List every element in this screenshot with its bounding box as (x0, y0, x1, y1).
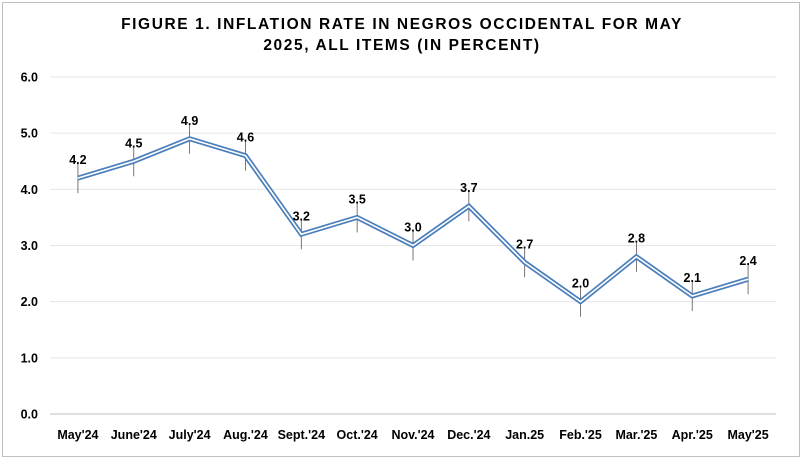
data-label: 2.0 (572, 277, 589, 291)
chart-title: FIGURE 1. INFLATION RATE IN NEGROS OCCID… (0, 14, 804, 56)
x-tick-label: May'24 (57, 428, 98, 442)
chart-title-line-2: 2025, ALL ITEMS (IN PERCENT) (263, 37, 541, 54)
data-label: 4.6 (237, 131, 254, 145)
data-label: 3.0 (404, 221, 421, 235)
x-tick-label: Apr.'25 (672, 428, 713, 442)
data-label: 3.5 (348, 192, 365, 206)
data-labels: 4.2 4.5 4.9 4.6 3.2 3.5 3.0 3.7 2.7 2.0 2.8 2.1 2.4 (69, 114, 757, 291)
x-tick-label: Oct.'24 (337, 428, 378, 442)
y-tick-label: 4.0 (21, 183, 38, 197)
y-axis-ticks: 0.0 1.0 2.0 3.0 4.0 5.0 6.0 (21, 71, 38, 422)
data-label: 2.4 (739, 254, 756, 268)
data-label: 4.2 (69, 153, 86, 167)
x-tick-label: Sept.'24 (278, 428, 325, 442)
x-tick-label: Dec.'24 (447, 428, 490, 442)
chart-title-line-1: FIGURE 1. INFLATION RATE IN NEGROS OCCID… (121, 16, 683, 33)
series-line (77, 136, 749, 305)
x-tick-label: Jan.25 (505, 428, 544, 442)
data-label: 3.2 (293, 209, 310, 223)
y-tick-label: 6.0 (21, 71, 38, 85)
x-tick-label: June'24 (111, 428, 157, 442)
y-tick-label: 1.0 (21, 351, 38, 365)
x-tick-label: Nov.'24 (391, 428, 434, 442)
chart-frame (2, 2, 800, 457)
data-label: 2.7 (516, 237, 533, 251)
y-tick-label: 2.0 (21, 295, 38, 309)
x-axis-ticks: May'24 June'24 July'24 Aug.'24 Sept.'24 Oct.'… (57, 428, 768, 442)
data-label: 2.1 (684, 271, 701, 285)
data-label: 4.9 (181, 114, 198, 128)
x-tick-label: Feb.'25 (559, 428, 602, 442)
data-label: 4.5 (125, 136, 142, 150)
x-tick-label: Aug.'24 (223, 428, 268, 442)
y-tick-label: 5.0 (21, 127, 38, 141)
x-tick-label: May'25 (727, 428, 768, 442)
y-tick-label: 0.0 (21, 408, 38, 422)
data-label: 3.7 (460, 181, 477, 195)
data-label: 2.8 (628, 232, 645, 246)
x-tick-label: Mar.'25 (615, 428, 657, 442)
x-tick-label: July'24 (169, 428, 211, 442)
y-tick-label: 3.0 (21, 239, 38, 253)
